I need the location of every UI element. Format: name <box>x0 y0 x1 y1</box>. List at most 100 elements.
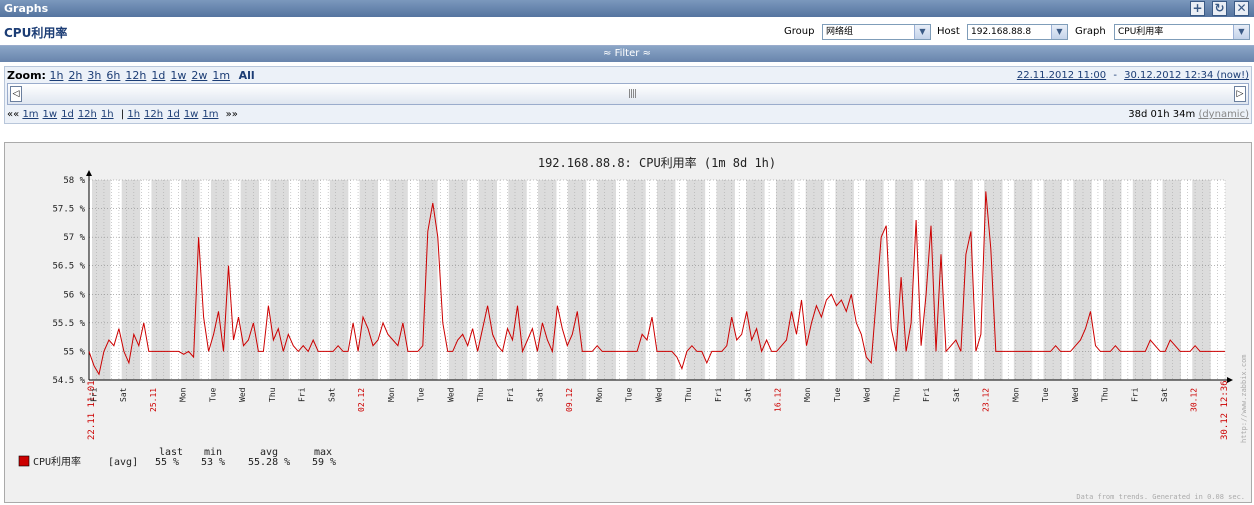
legend-avg-value: 55.28 % <box>248 457 290 468</box>
y-axis-arrow-icon <box>86 170 92 176</box>
x-tick-label: Sat <box>119 387 128 402</box>
nav-back-link-3[interactable]: 12h <box>77 109 97 120</box>
nav-forward-link-1[interactable]: 12h <box>144 109 164 120</box>
filter-toggle[interactable]: ≈ Filter ≈ <box>0 46 1254 62</box>
zoom-option-7[interactable]: 2w <box>191 69 208 82</box>
refresh-icon[interactable]: ↻ <box>1212 1 1227 16</box>
zoom-label: Zoom: <box>7 69 46 82</box>
nav-forward-link-3[interactable]: 1w <box>183 109 199 120</box>
zoom-option-5[interactable]: 1d <box>151 69 166 82</box>
page-title: CPU利用率 <box>4 26 68 40</box>
y-tick-label: 56 % <box>63 290 85 300</box>
group-label: Group <box>784 26 815 37</box>
zoom-option-4[interactable]: 12h <box>125 69 147 82</box>
legend-min-value: 53 % <box>201 457 225 468</box>
day-band <box>419 180 438 380</box>
footer-note: Data from trends. Generated in 0.08 sec. <box>1076 493 1245 501</box>
x-tick-label: 16.12 <box>773 388 782 412</box>
slider-right-handle-icon[interactable]: ▷ <box>1234 86 1246 102</box>
x-end-label: 30.12 12:36 <box>1220 380 1230 440</box>
x-tick-label: Mon <box>1011 387 1020 402</box>
x-tick-label: Thu <box>892 387 901 402</box>
date-range: 22.11.2012 11:00 - 30.12.2012 12:34 (now… <box>1017 70 1249 81</box>
zoom-row: Zoom: 1h 2h 3h 6h 12h 1d 1w 2w 1m All <box>7 69 260 82</box>
zoom-option-8[interactable]: 1m <box>212 69 231 82</box>
day-band <box>865 180 884 380</box>
watermark: http://www.zabbix.com <box>1240 354 1248 443</box>
nav-back-link-4[interactable]: 1h <box>100 109 114 120</box>
graph-value: CPU利用率 <box>1118 27 1164 37</box>
day-band <box>746 180 765 380</box>
day-band <box>716 180 735 380</box>
period-slider[interactable]: ◁ |||| ▷ <box>7 83 1249 105</box>
nav-back-link-0[interactable]: 1m <box>22 109 39 120</box>
x-tick-label: Sat <box>952 387 961 402</box>
zoom-option-1[interactable]: 2h <box>68 69 83 82</box>
chevron-down-icon: ▼ <box>1051 25 1067 39</box>
legend-series-name: CPU利用率 <box>33 455 81 468</box>
nav-forward-link-2[interactable]: 1d <box>167 109 180 120</box>
zoom-option-6[interactable]: 1w <box>170 69 187 82</box>
day-band <box>329 180 349 380</box>
x-tick-label: Sat <box>327 387 336 402</box>
x-tick-label: Thu <box>268 387 277 402</box>
nav-back-links: 1m 1w 1d 12h 1h <box>22 109 117 120</box>
x-tick-label: Sat <box>744 387 753 402</box>
x-tick-label: 30.12 <box>1190 388 1199 412</box>
dynamic-toggle[interactable]: (dynamic) <box>1198 109 1249 120</box>
nav-forward-link-4[interactable]: 1m <box>202 109 219 120</box>
legend-swatch <box>18 455 30 467</box>
day-band <box>567 180 587 380</box>
cpu-usage-chart: 192.168.88.8: CPU利用率 (1m 8d 1h) 58 % 57.5 … <box>18 155 1248 501</box>
y-tick-label: 57.5 % <box>52 205 85 215</box>
legend-header-max: max <box>314 447 332 458</box>
fullscreen-icon[interactable]: ✕ <box>1234 1 1249 16</box>
host-select[interactable]: 192.168.88.8 ▼ <box>967 24 1068 40</box>
x-tick-label: Tue <box>208 387 217 402</box>
x-tick-label: Mon <box>387 387 396 402</box>
x-tick-label: Wed <box>654 387 663 402</box>
day-band <box>91 180 111 380</box>
y-tick-label: 56.5 % <box>52 262 85 272</box>
day-band <box>508 180 527 380</box>
day-band <box>835 180 854 380</box>
legend-max-value: 59 % <box>312 457 336 468</box>
day-band <box>300 180 319 380</box>
nav-forward-links: 1h 12h 1d 1w 1m <box>127 109 222 120</box>
day-band <box>894 180 914 380</box>
x-tick-label: Thu <box>684 387 693 402</box>
x-tick-label: Fri <box>922 387 931 402</box>
x-tick-label: Mon <box>179 387 188 402</box>
day-band <box>448 180 468 380</box>
x-tick-label: Sat <box>1160 387 1169 402</box>
day-band <box>686 180 706 380</box>
x-tick-label: Wed <box>446 387 455 402</box>
range-to[interactable]: 30.12.2012 12:34 (now!) <box>1124 70 1249 81</box>
legend-header-avg: avg <box>260 447 278 458</box>
add-icon[interactable]: + <box>1190 1 1205 16</box>
x-tick-label: Mon <box>803 387 812 402</box>
x-start-label: 22.11 11:01 <box>87 380 97 440</box>
slider-grip-icon[interactable]: |||| <box>628 89 637 99</box>
x-tick-label: 09.12 <box>565 388 574 412</box>
legend-header-last: last <box>159 447 183 458</box>
graph-label: Graph <box>1075 26 1106 37</box>
window-title: Graphs <box>4 2 49 15</box>
zoom-option-0[interactable]: 1h <box>49 69 64 82</box>
nav-forward-link-0[interactable]: 1h <box>127 109 141 120</box>
nav-back-link-2[interactable]: 1d <box>61 109 74 120</box>
graph-select[interactable]: CPU利用率 ▼ <box>1114 24 1250 40</box>
legend-header-min: min <box>204 447 222 458</box>
slider-left-handle-icon[interactable]: ◁ <box>10 86 22 102</box>
zoom-option-3[interactable]: 6h <box>106 69 121 82</box>
y-tick-label: 55 % <box>63 347 85 357</box>
chart-title: 192.168.88.8: CPU利用率 (1m 8d 1h) <box>538 155 776 170</box>
group-select[interactable]: 网络组 ▼ <box>822 24 931 40</box>
range-from[interactable]: 22.11.2012 11:00 <box>1016 70 1107 81</box>
nav-back-link-1[interactable]: 1w <box>42 109 58 120</box>
zoom-option-2[interactable]: 3h <box>87 69 102 82</box>
series-line <box>88 191 1225 376</box>
day-band <box>359 180 379 380</box>
x-tick-label: Sat <box>536 387 545 402</box>
zoom-all-link[interactable]: All <box>238 69 255 82</box>
